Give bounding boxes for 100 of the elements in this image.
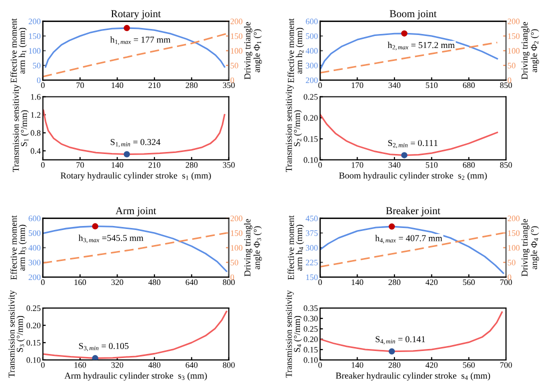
x-tick-label: 800 (222, 279, 235, 286)
annotation: h$_{3,max}$ =545.5 mm (78, 234, 144, 244)
y2-tick-label: 0 (230, 274, 234, 280)
y2-tick-label: 100 (230, 245, 242, 251)
y2-tick-label: 0 (508, 77, 512, 84)
x-tick-label: 640 (186, 362, 198, 368)
y-tick-label: 0.25 (304, 326, 318, 332)
y-tick-label: 0.20 (304, 336, 318, 342)
x-tick-label: 0 (41, 362, 45, 368)
x-tick-label: 0 (318, 82, 322, 88)
y2-tick-label: 50 (508, 260, 516, 266)
x-tick-label: 850 (500, 82, 512, 88)
y-tick-label: 1.6 (31, 94, 41, 100)
x-tick-label: 280 (186, 162, 198, 168)
x-tick-label: 280 (186, 82, 198, 88)
y2-tick-label: 50 (230, 62, 238, 68)
y2-axis-title: Driving triangle angle Φ$_{1}$ (°) (244, 22, 262, 80)
x-tick-label: 480 (148, 362, 160, 368)
y-tick-label: 500 (28, 230, 40, 236)
y-axis-title: Effective moment arm h$_{4}$ (mm) (288, 215, 304, 280)
y-axis-title: Transmission sensitivity S$_{1}$ (°/mm) (12, 84, 29, 172)
y-tick-label: 375 (306, 230, 318, 236)
x-tick-label: 210 (148, 162, 160, 168)
y-tick-label: 0.30 (304, 316, 318, 322)
x-tick-label: 0 (318, 162, 322, 168)
x-tick-label: 560 (463, 279, 475, 286)
x-tick-label: 280 (388, 362, 400, 368)
y-tick-label: 400 (28, 245, 40, 251)
y2-tick-label: 100 (508, 245, 520, 251)
x-tick-label: 350 (222, 82, 235, 88)
y-tick-label: 400 (306, 48, 318, 54)
x-tick-label: 0 (41, 279, 45, 286)
y2-tick-label: 100 (508, 48, 520, 54)
y2-tick-label: 150 (230, 33, 242, 39)
y2-tick-label: 150 (508, 230, 520, 236)
x-tick-label: 340 (388, 82, 400, 88)
x-tick-label: 640 (186, 279, 198, 286)
x-tick-label: 850 (500, 162, 512, 168)
y-tick-label: 0.10 (304, 357, 318, 363)
y-tick-label: 0 (36, 77, 40, 84)
x-tick-label: 480 (148, 279, 160, 286)
y-tick-label: 0.15 (304, 136, 318, 142)
line-series (42, 32, 229, 78)
x-tick-label: 800 (222, 362, 235, 368)
y2-tick-label: 200 (508, 18, 520, 24)
x-tick-label: 510 (426, 162, 438, 168)
chart-title: Arm joint (116, 207, 156, 216)
y-tick-label: 200 (28, 18, 40, 24)
annotation: S$_{4,min}$ = 0.141 (376, 336, 425, 344)
y-tick-label: 200 (28, 274, 40, 280)
x-tick-label: 700 (500, 279, 512, 286)
y-axis-title: Effective moment arm h$_{3}$ (mm) (10, 215, 27, 280)
y-tick-label: 0.15 (26, 340, 40, 346)
chart-title: Boom joint (390, 10, 437, 20)
y2-axis-title: Driving triangle angle Φ$_{4}$ (°) (521, 219, 539, 276)
x-axis-title: Breaker hydraulic cylinder stroke s$_{4}$ (mm) (336, 372, 490, 381)
y-axis-title: Effective moment arm h$_{1}$ (mm) (10, 18, 27, 83)
y-tick-label: 100 (29, 48, 40, 54)
y2-tick-label: 50 (230, 260, 238, 266)
line-series (42, 310, 228, 359)
x-tick-label: 0 (41, 82, 45, 88)
y-tick-label: 0.10 (304, 157, 318, 163)
x-tick-label: 70 (76, 82, 84, 88)
x-tick-label: 320 (111, 362, 124, 368)
y-tick-label: 0.25 (26, 305, 40, 312)
y-tick-label: 450 (306, 216, 318, 222)
y-tick-label: 500 (306, 33, 318, 39)
y2-tick-label: 50 (508, 62, 516, 68)
y-axis-title: Transmission sensitivity S$_{4}$ (°/mm) (286, 290, 302, 378)
x-tick-label: 350 (222, 162, 235, 168)
annotation: h$_{4,max}$ = 407.7 mm (375, 234, 442, 244)
x-tick-label: 320 (111, 279, 124, 286)
y-axis-title: Effective moment arm h$_{2}$ (mm) (288, 18, 304, 83)
x-tick-label: 510 (426, 82, 438, 88)
x-tick-label: 0 (318, 362, 322, 368)
y-tick-label: 300 (306, 245, 318, 251)
x-tick-label: 70 (76, 162, 84, 168)
x-tick-label: 160 (74, 279, 86, 286)
x-tick-label: 170 (352, 82, 364, 88)
y-tick-label: 300 (28, 260, 40, 266)
y2-axis-title: Driving triangle angle Φ$_{2}$ (°) (521, 22, 539, 80)
y-tick-label: 0.35 (304, 305, 318, 312)
y-tick-label: 225 (306, 260, 318, 266)
y-tick-label: 0.15 (304, 346, 318, 353)
y-tick-label: 0.8 (30, 130, 40, 136)
y-tick-label: 300 (306, 62, 318, 68)
y2-tick-label: 200 (508, 216, 520, 222)
x-axis-title: Boom hydraulic cylinder stroke s$_{2}$ (mm) (339, 172, 487, 180)
x-tick-label: 700 (500, 362, 512, 368)
x-tick-label: 140 (352, 279, 364, 286)
x-tick-label: 680 (462, 82, 475, 88)
x-tick-label: 210 (148, 82, 160, 88)
y-tick-label: 0.25 (304, 94, 318, 100)
x-tick-label: 140 (352, 362, 364, 368)
y-tick-label: 200 (306, 77, 318, 84)
y-axis-title: Transmission sensitivity S$_{2}$ (°/mm) (286, 84, 302, 172)
x-tick-label: 340 (388, 162, 400, 168)
y2-tick-label: 100 (230, 48, 242, 54)
y2-tick-label: 150 (508, 33, 520, 39)
x-tick-label: 680 (462, 162, 475, 168)
